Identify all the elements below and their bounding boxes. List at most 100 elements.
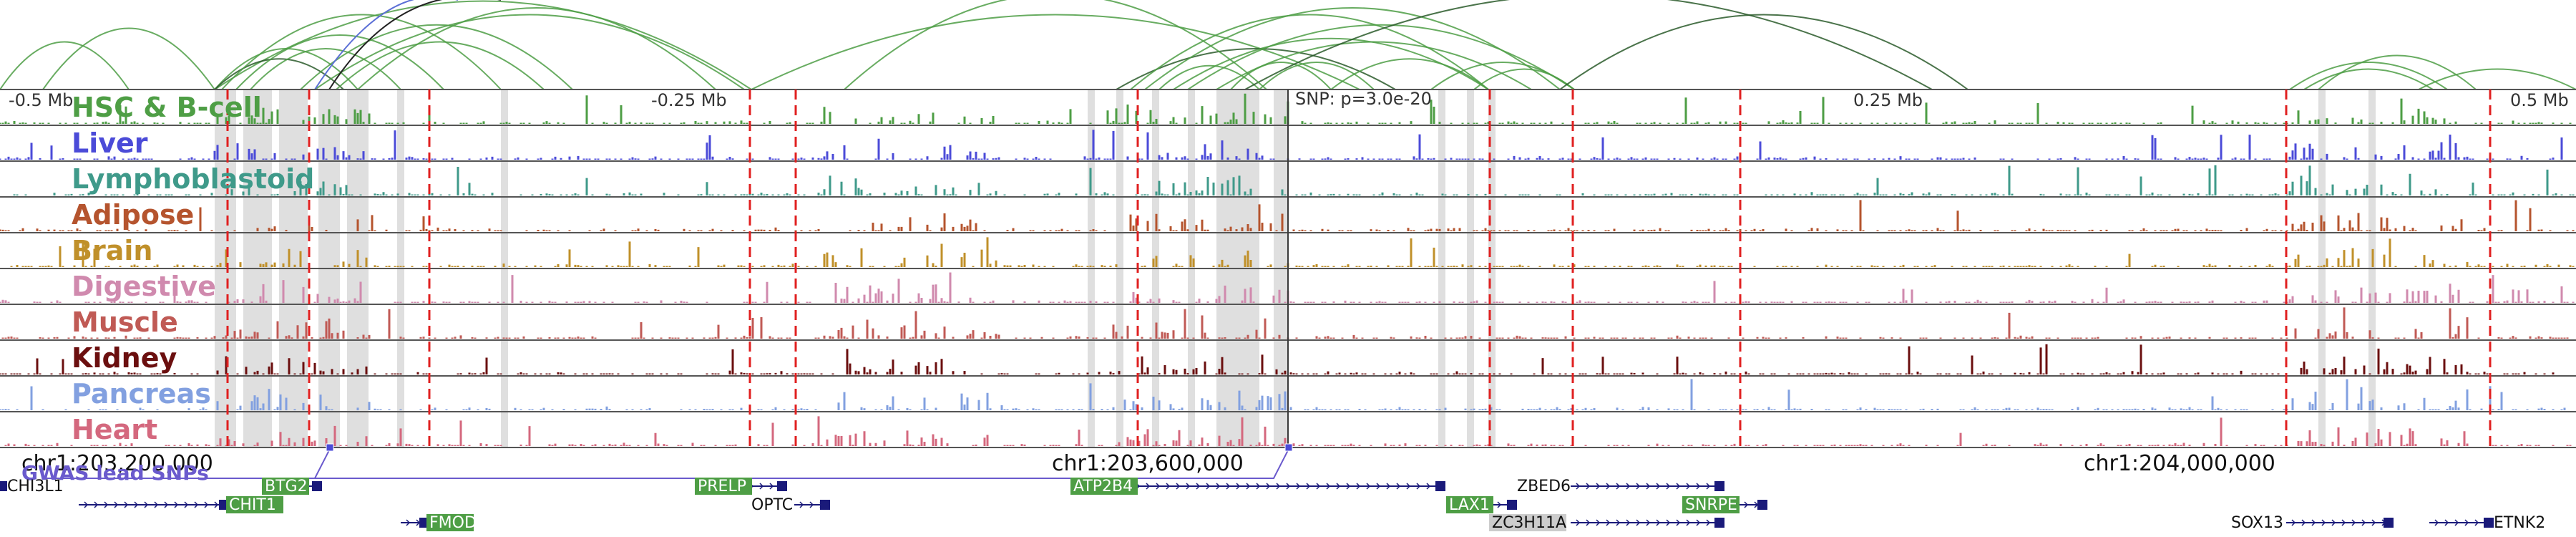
- strand-arrow: [1146, 483, 1151, 490]
- strand-arrow: [1216, 483, 1221, 490]
- strand-arrow: [174, 501, 179, 508]
- snp-pvalue-label: SNP: p=3.0e-20: [1295, 89, 1432, 109]
- gene-zc3h11a[interactable]: ZC3H11A: [1489, 514, 1724, 532]
- strand-arrow: [134, 501, 139, 508]
- strand-arrow: [1636, 519, 1641, 526]
- track-label: Heart: [72, 414, 157, 445]
- strand-arrow: [1666, 483, 1671, 490]
- strand-arrow: [104, 501, 109, 508]
- strand-arrow: [2464, 519, 2469, 526]
- strand-arrow: [2434, 519, 2439, 526]
- strand-arrow: [1596, 483, 1601, 490]
- strand-arrow: [1686, 519, 1691, 526]
- gene-zbed6[interactable]: ZBED6: [1517, 478, 1724, 495]
- interaction-arc: [1158, 64, 1260, 90]
- gene-label: BTG2: [265, 478, 308, 495]
- interaction-arc: [1187, 24, 1575, 90]
- gene-btg2[interactable]: BTG2: [262, 478, 322, 495]
- gene-sox13[interactable]: SOX13: [2231, 514, 2394, 532]
- gene-label-box: [695, 478, 752, 495]
- strand-arrow: [214, 501, 219, 508]
- gwas-connector: [315, 447, 1290, 479]
- gene-chit1[interactable]: CHIT1: [79, 496, 283, 514]
- strand-arrow: [1226, 483, 1231, 490]
- interaction-arc: [357, 7, 716, 90]
- interaction-arc: [314, 14, 745, 90]
- strand-arrow: [1316, 483, 1321, 490]
- strand-arrow: [759, 483, 764, 490]
- gene-fmod[interactable]: FMOD: [401, 514, 477, 532]
- gene-prelp[interactable]: PRELP: [695, 478, 787, 495]
- strand-arrow: [1306, 483, 1311, 490]
- gene-label: CHIT1: [229, 496, 276, 514]
- strand-arrow: [154, 501, 159, 508]
- gene-label-box: [262, 478, 309, 495]
- exon-block: [312, 481, 322, 491]
- interaction-arc: [0, 41, 130, 90]
- interaction-arc: [1244, 0, 1933, 90]
- interaction-arc: [250, 48, 401, 90]
- coordinate-label-2: chr1:203,600,000: [1052, 451, 1244, 476]
- scale-bar: -0.5 Mb -0.25 Mb 0.25 Mb 0.5 Mb SNP: p=3…: [9, 89, 2569, 110]
- gene-label-box: [1070, 478, 1138, 495]
- gene-label: ETNK2: [2494, 514, 2545, 532]
- strand-arrow: [2371, 519, 2376, 526]
- strand-arrow: [1606, 483, 1611, 490]
- interaction-arc: [844, 0, 1267, 90]
- scale-label-pos-0-25: 0.25 Mb: [1853, 90, 1923, 110]
- track-label: Liver: [72, 127, 148, 159]
- gene-label: CHI3L1: [7, 478, 64, 495]
- scale-label-neg-0-5: -0.5 Mb: [9, 90, 73, 110]
- interaction-arc: [1230, 62, 1332, 90]
- strand-arrow: [1744, 501, 1749, 508]
- track-label: Brain: [72, 235, 152, 266]
- exon-block: [1714, 518, 1724, 528]
- strand-arrow: [1656, 519, 1661, 526]
- track-label: Adipose: [72, 199, 194, 231]
- strand-arrow: [1156, 483, 1161, 490]
- strand-arrow: [1576, 519, 1581, 526]
- gwas-label: GWAS lead SNPs: [21, 461, 209, 485]
- gene-atp2b4[interactable]: ATP2B4: [1070, 478, 1445, 495]
- gene-optc[interactable]: OPTC: [751, 496, 830, 514]
- gene-lax1[interactable]: LAX1: [1446, 496, 1517, 514]
- strand-arrow: [1696, 483, 1701, 490]
- gene-label: SNRPE: [1685, 496, 1737, 514]
- strand-arrow: [1676, 519, 1681, 526]
- strand-arrow: [1636, 483, 1641, 490]
- strand-arrow: [1186, 483, 1191, 490]
- strand-arrow: [1276, 483, 1281, 490]
- interaction-arc: [2289, 62, 2448, 90]
- gene-chi3l1[interactable]: CHI3L1: [0, 478, 64, 495]
- track-label: Digestive: [72, 271, 216, 302]
- gene-etnk2[interactable]: ETNK2: [2429, 514, 2545, 532]
- strand-arrow: [2331, 519, 2336, 526]
- strand-arrow: [1576, 483, 1581, 490]
- strand-arrow: [2454, 519, 2459, 526]
- coordinate-label-1: chr1:203,200,000: [21, 451, 213, 476]
- scale-label-pos-0-5: 0.5 Mb: [2510, 90, 2569, 110]
- signal-peaks: [0, 272, 2575, 303]
- strand-arrow: [1416, 483, 1421, 490]
- coordinate-label-3: chr1:204,000,000: [2084, 451, 2275, 476]
- strand-arrow: [1246, 483, 1251, 490]
- interaction-arc: [221, 14, 502, 90]
- interaction-arc: [214, 58, 344, 90]
- gene-label-box: [1446, 496, 1493, 513]
- chromatin-interaction-arcs: [0, 0, 2576, 90]
- genomic-coordinates: chr1:203,200,000 chr1:203,600,000 chr1:2…: [21, 451, 2275, 476]
- strand-arrow: [1336, 483, 1341, 490]
- gene-label: SOX13: [2231, 514, 2283, 532]
- strand-arrow: [1686, 483, 1691, 490]
- strand-arrow: [1497, 501, 1502, 508]
- exon-block: [777, 481, 787, 491]
- gene-label: PRELP: [698, 478, 746, 495]
- signal-peaks: [10, 237, 2575, 267]
- track-label: Pancreas: [72, 378, 211, 410]
- exon-block: [2484, 518, 2494, 528]
- gene-snrpe[interactable]: SNRPE: [1682, 496, 1767, 514]
- gene-label-box: [226, 496, 283, 513]
- strand-arrow: [1696, 519, 1701, 526]
- interaction-arc: [42, 27, 215, 90]
